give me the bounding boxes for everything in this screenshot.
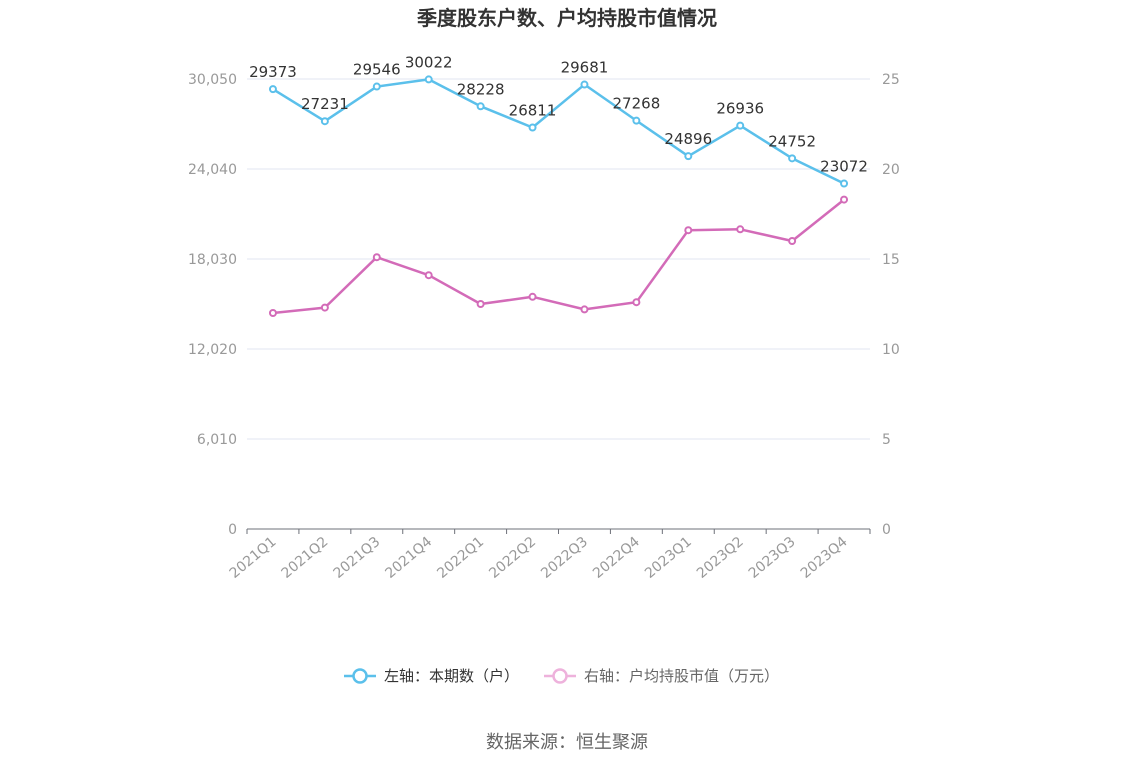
right-tick-label: 5 [882,432,891,448]
legend-item-right[interactable]: 右轴：户均持股市值（万元） [544,667,779,685]
series-line-right [272,198,845,315]
legend-label-left: 左轴：本期数（户） [384,667,519,685]
data-point[interactable] [268,85,277,94]
series-line-left [272,78,845,185]
data-label: 23072 [820,157,868,175]
x-tick-label: 2021Q1 [227,534,280,582]
right-tick-label: 20 [882,162,900,178]
data-point[interactable] [320,117,329,126]
x-tick-label: 2023Q2 [694,534,747,582]
right-tick-label: 25 [882,72,900,88]
legend-label-right: 右轴：户均持股市值（万元） [584,667,779,685]
data-point[interactable] [580,80,589,89]
data-point[interactable] [424,75,433,84]
x-tick-label: 2022Q3 [538,534,591,582]
data-label: 29681 [561,59,609,77]
data-point[interactable] [476,102,485,111]
data-point[interactable] [684,152,693,161]
data-point[interactable] [736,121,745,130]
left-tick-label: 30,050 [188,72,237,88]
data-point[interactable] [736,225,745,234]
x-tick-label: 2022Q2 [486,534,539,582]
data-label: 26936 [716,100,764,118]
x-tick-label: 2021Q2 [279,534,332,582]
data-label: 27268 [613,95,661,113]
legend-marker-right [552,668,568,684]
x-tick-label: 2022Q4 [590,534,643,582]
data-point[interactable] [840,195,849,204]
source-text: 数据来源：恒生聚源 [486,732,648,753]
data-label: 27231 [301,95,349,113]
data-label: 29546 [353,61,401,79]
data-point[interactable] [632,298,641,307]
series-right [268,195,849,317]
data-point[interactable] [268,309,277,317]
x-tick-label: 2022Q1 [434,534,487,582]
x-tick-label: 2021Q3 [331,534,384,582]
data-point[interactable] [424,271,433,280]
x-tick-label: 2023Q3 [746,534,799,582]
data-point[interactable] [632,116,641,125]
data-point[interactable] [840,179,849,188]
left-tick-label: 6,010 [197,432,237,448]
x-tick-label: 2023Q4 [798,534,851,582]
data-label: 29373 [249,63,297,81]
data-point[interactable] [580,305,589,314]
data-point[interactable] [788,154,797,163]
left-tick-label: 12,020 [188,342,237,358]
data-point[interactable] [788,237,797,245]
data-point[interactable] [372,82,381,91]
data-point[interactable] [320,303,329,312]
data-label: 24896 [664,130,712,148]
left-tick-label: 18,030 [188,252,237,268]
x-tick-label: 2023Q1 [642,534,695,582]
legend[interactable]: 左轴：本期数（户） 右轴：户均持股市值（万元） [344,667,779,685]
x-tick-label: 2021Q4 [382,534,435,582]
data-label: 24752 [768,132,816,150]
left-tick-label: 0 [228,522,237,538]
right-tick-label: 0 [882,522,891,538]
chart-title: 季度股东户数、户均持股市值情况 [416,6,717,30]
left-tick-label: 24,040 [188,162,237,178]
right-axis-ticks: 0 5 10 15 20 25 [882,72,900,538]
data-point[interactable] [684,226,693,235]
x-axis: 2021Q1 2021Q2 2021Q3 2021Q4 2022Q1 2022Q2 2022… [227,528,871,582]
right-tick-label: 10 [882,342,900,358]
legend-item-left[interactable]: 左轴：本期数（户） [344,667,519,685]
right-tick-label: 15 [882,252,900,268]
grid [247,78,870,440]
data-label: 28228 [457,80,505,98]
data-point[interactable] [372,253,381,262]
data-point[interactable] [476,300,485,308]
data-label: 30022 [405,53,453,71]
data-point[interactable] [528,123,537,132]
left-axis-ticks: 0 6,010 12,020 18,030 24,040 30,050 [188,72,237,538]
legend-marker-left [352,668,368,684]
data-point[interactable] [528,292,537,301]
data-label: 26811 [509,102,557,120]
